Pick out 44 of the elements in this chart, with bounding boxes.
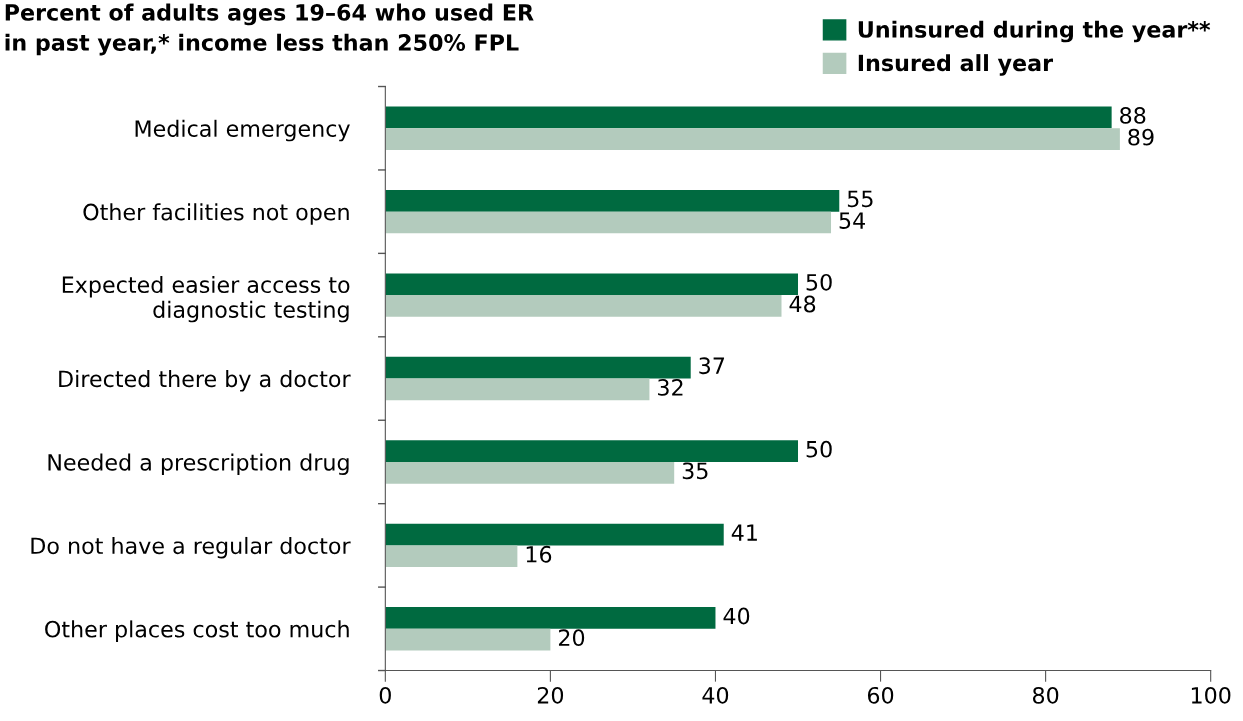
y-tick-label: Directed there by a doctor (59, 370, 351, 392)
y-tick-label: Medical emergency (135, 119, 350, 142)
data-label: 89 (1128, 128, 1154, 146)
bar (385, 440, 799, 462)
bar (385, 295, 782, 317)
data-label: 54 (839, 212, 865, 229)
legend-label: Uninsured during the year** (858, 20, 1211, 43)
y-tick-label: Expected easier access to diagnostic testing (62, 275, 350, 323)
data-label: 32 (658, 379, 683, 396)
data-label: 40 (723, 607, 750, 625)
legend-label: Insured all year (858, 54, 1053, 76)
data-label: 41 (731, 524, 757, 541)
data-label: 88 (1120, 107, 1146, 124)
bar (385, 128, 1120, 150)
x-tick-label: 40 (702, 686, 729, 704)
bar (385, 189, 840, 212)
data-label: 50 (806, 273, 832, 291)
data-label: 55 (847, 190, 873, 208)
bar (385, 628, 551, 651)
bar (385, 378, 650, 401)
x-tick-label: 20 (537, 686, 564, 704)
y-tick-label: Other places cost too much (45, 620, 349, 642)
x-tick-label: 60 (867, 686, 894, 704)
data-label: 20 (558, 629, 585, 647)
data-label: 48 (789, 295, 816, 313)
bar (385, 211, 832, 234)
chart-title: Percent of adults ages 19–64 who used ER in past year,* income less than 250% FPL (5, 3, 534, 56)
y-tick-label: Do not have a regular doctor (31, 536, 351, 559)
bar (385, 607, 716, 629)
bar (385, 545, 518, 568)
bar (385, 106, 1112, 129)
bar (385, 356, 691, 379)
bar (385, 273, 799, 296)
x-tick-label: 0 (379, 686, 391, 704)
data-label: 16 (526, 545, 552, 563)
bar (385, 523, 724, 546)
y-tick-label: Other facilities not open (83, 203, 349, 225)
data-label: 35 (682, 462, 708, 480)
y-tick-label: Needed a prescription drug (48, 453, 349, 476)
data-label: 50 (806, 440, 832, 458)
data-label: 37 (699, 357, 725, 375)
bar (385, 461, 675, 484)
x-tick-label: 100 (1191, 686, 1231, 704)
x-tick-label: 80 (1032, 686, 1059, 704)
